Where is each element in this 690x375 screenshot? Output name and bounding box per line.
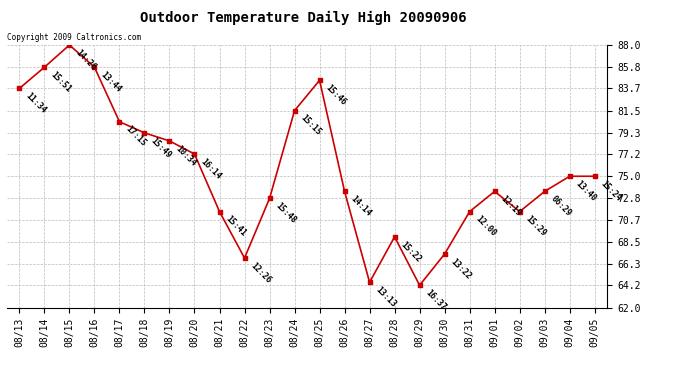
Text: Copyright 2009 Caltronics.com: Copyright 2009 Caltronics.com: [7, 33, 141, 42]
Text: 13:44: 13:44: [99, 70, 123, 94]
Point: [364, 279, 375, 285]
Text: 12:00: 12:00: [474, 214, 498, 238]
Text: 15:22: 15:22: [399, 240, 423, 264]
Point: [14, 86, 25, 92]
Text: 13:13: 13:13: [374, 285, 398, 309]
Text: 14:14: 14:14: [348, 194, 373, 218]
Point: [489, 188, 500, 194]
Text: 15:49: 15:49: [148, 136, 172, 160]
Point: [89, 64, 100, 70]
Point: [589, 173, 600, 179]
Point: [239, 255, 250, 261]
Text: 12:19: 12:19: [499, 194, 523, 218]
Point: [439, 251, 450, 257]
Point: [164, 138, 175, 144]
Text: 17:15: 17:15: [124, 124, 148, 148]
Point: [39, 64, 50, 70]
Point: [289, 108, 300, 114]
Text: 15:48: 15:48: [274, 201, 298, 225]
Text: 10:34: 10:34: [174, 144, 198, 168]
Text: 15:41: 15:41: [224, 214, 248, 238]
Point: [414, 282, 425, 288]
Text: 12:26: 12:26: [248, 261, 273, 285]
Point: [564, 173, 575, 179]
Point: [264, 195, 275, 201]
Text: 15:51: 15:51: [48, 70, 72, 94]
Text: 15:46: 15:46: [324, 83, 348, 107]
Point: [314, 77, 325, 83]
Text: Outdoor Temperature Daily High 20090906: Outdoor Temperature Daily High 20090906: [140, 11, 467, 26]
Text: 06:29: 06:29: [549, 194, 573, 218]
Text: 13:22: 13:22: [448, 257, 473, 281]
Text: 11:34: 11:34: [23, 91, 48, 115]
Text: 15:24: 15:24: [599, 179, 623, 203]
Text: 16:37: 16:37: [424, 288, 448, 312]
Point: [389, 234, 400, 240]
Point: [139, 130, 150, 136]
Point: [214, 209, 225, 214]
Text: 16:14: 16:14: [199, 157, 223, 181]
Point: [514, 209, 525, 214]
Text: 15:15: 15:15: [299, 113, 323, 138]
Point: [114, 119, 125, 125]
Point: [189, 151, 200, 157]
Point: [539, 188, 550, 194]
Point: [339, 188, 350, 194]
Point: [64, 42, 75, 48]
Text: 14:26: 14:26: [74, 48, 98, 72]
Text: 13:40: 13:40: [574, 179, 598, 203]
Point: [464, 209, 475, 214]
Text: 15:29: 15:29: [524, 214, 548, 238]
